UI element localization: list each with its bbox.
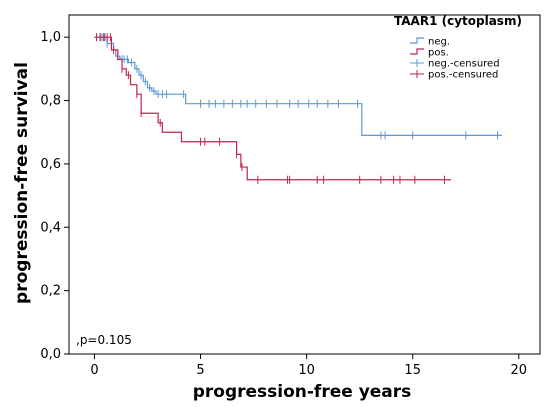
legend-item: neg.-censured bbox=[410, 59, 500, 70]
legend-item: pos.-censured bbox=[410, 70, 498, 81]
y-tick-label: 0,2 bbox=[40, 284, 61, 299]
x-tick-label: 5 bbox=[196, 363, 204, 378]
y-tick-label: 0,4 bbox=[40, 220, 61, 235]
legend-item: pos. bbox=[410, 48, 449, 59]
y-tick-label: 0,6 bbox=[40, 157, 61, 172]
y-tick-label: 1,0 bbox=[40, 30, 61, 45]
legend-line-swatch bbox=[410, 37, 424, 44]
legend-title: TAAR1 (cytoplasm) bbox=[394, 14, 522, 28]
legend-line-swatch bbox=[410, 48, 424, 55]
y-axis: 0,0 0,2 0,4 0,6 0,8 1,0 bbox=[40, 30, 69, 362]
censor-marks-pos bbox=[96, 33, 446, 184]
series-layer bbox=[94, 33, 502, 184]
series-line-pos bbox=[94, 36, 451, 181]
y-tick-label: 0,8 bbox=[40, 94, 61, 109]
y-axis-title: progression-free survival bbox=[12, 62, 32, 304]
x-axis: 0 5 10 15 20 bbox=[90, 354, 527, 378]
legend-label: neg.-censured bbox=[428, 59, 500, 70]
x-tick-label: 20 bbox=[511, 363, 528, 378]
legend-item: neg. bbox=[410, 37, 450, 48]
x-tick-label: 15 bbox=[404, 363, 421, 378]
plot-frame bbox=[68, 14, 541, 355]
legend-label: pos.-censured bbox=[428, 70, 498, 81]
legend-label: neg. bbox=[428, 37, 450, 48]
x-axis-title: progression-free years bbox=[193, 382, 412, 402]
x-tick-label: 0 bbox=[90, 363, 98, 378]
legend: TAAR1 (cytoplasm) neg.pos.neg.-censuredp… bbox=[394, 14, 522, 81]
x-tick-label: 10 bbox=[298, 363, 315, 378]
p-value-annotation: ,p=0.105 bbox=[76, 333, 132, 347]
y-tick-label: 0,0 bbox=[40, 347, 61, 362]
legend-label: pos. bbox=[428, 48, 449, 59]
